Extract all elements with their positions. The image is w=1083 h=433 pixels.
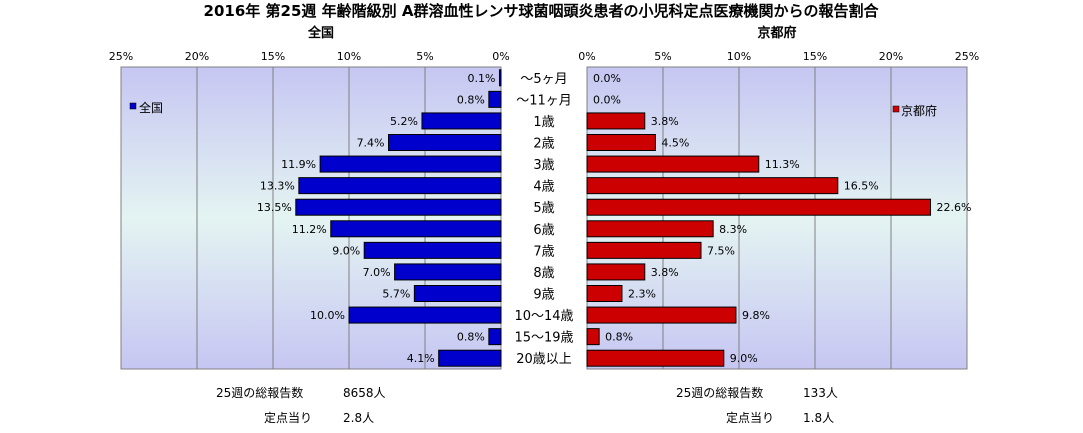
chart-title: 2016年 第25週 年齢階級別 A群溶血性レンサ球菌咽頭炎患者の小児科定点医療… (204, 2, 880, 20)
category-label: 1歳 (533, 115, 554, 130)
category-label: ～5ヶ月 (520, 72, 567, 87)
bar-national (488, 90, 502, 108)
data-label-national: 11.2% (292, 223, 327, 236)
bar-national (348, 306, 502, 324)
national-per-label: 定点当り (264, 411, 313, 425)
category-label: 4歳 (533, 180, 554, 195)
bar-kyoto (586, 198, 932, 216)
data-label-kyoto: 9.8% (742, 309, 770, 322)
data-label-national: 0.8% (457, 93, 485, 106)
x-tick-national: 5% (416, 50, 433, 63)
data-label-national: 11.9% (281, 158, 316, 171)
x-tick-kyoto: 0% (578, 50, 595, 63)
bar-kyoto (586, 112, 646, 130)
x-tick-kyoto: 15% (803, 50, 827, 63)
data-label-kyoto: 4.5% (661, 137, 689, 150)
category-label: 6歳 (533, 223, 554, 238)
x-tick-kyoto: 10% (727, 50, 751, 63)
category-label: 5歳 (533, 201, 554, 216)
category-label: 2歳 (533, 137, 554, 152)
bar-kyoto (586, 285, 623, 302)
data-label-national: 10.0% (310, 309, 345, 322)
bar-kyoto (586, 134, 656, 151)
bar-national (488, 328, 502, 346)
bar-national (319, 155, 502, 173)
bar-national (298, 177, 502, 195)
bar-kyoto (586, 155, 760, 173)
data-label-kyoto: 16.5% (844, 180, 879, 193)
category-label: 7歳 (533, 244, 554, 259)
kyoto-per-label: 定点当り (726, 411, 775, 425)
national-per-value: 2.8人 (343, 411, 375, 425)
bar-kyoto (586, 306, 737, 324)
category-label: 15～19歳 (514, 331, 573, 346)
data-label-kyoto: 9.0% (730, 352, 758, 365)
bar-kyoto (586, 349, 725, 367)
kyoto-total-value: 133人 (803, 386, 838, 400)
x-tick-kyoto: 20% (879, 50, 903, 63)
bar-national (421, 112, 502, 130)
x-tick-national: 25% (109, 50, 133, 63)
x-tick-national: 20% (185, 50, 209, 63)
data-label-kyoto: 0.8% (605, 331, 633, 344)
data-label-kyoto: 3.8% (651, 266, 679, 279)
data-label-national: 13.3% (260, 180, 295, 193)
bar-national (498, 69, 502, 87)
kyoto-per-value: 1.8人 (803, 411, 835, 425)
legend-swatch-national (129, 102, 137, 110)
data-label-national: 4.1% (407, 352, 435, 365)
data-label-national: 7.4% (357, 137, 385, 150)
data-label-national: 0.8% (457, 331, 485, 344)
data-label-national: 7.0% (363, 266, 391, 279)
category-label: ～11ヶ月 (516, 93, 572, 108)
data-label-kyoto: 2.3% (628, 288, 656, 301)
data-label-kyoto: 3.8% (651, 115, 679, 128)
data-label-kyoto: 11.3% (765, 158, 800, 171)
bar-kyoto (586, 263, 646, 281)
data-label-national: 5.7% (382, 288, 410, 301)
data-label-national: 9.0% (332, 244, 360, 257)
national-total-label: 25週の総報告数 (216, 386, 304, 400)
data-label-kyoto: 7.5% (707, 244, 735, 257)
bar-national (295, 198, 502, 216)
category-label: 10～14歳 (514, 309, 573, 324)
plot-area-national (120, 66, 502, 370)
data-label-national: 5.2% (390, 115, 418, 128)
bar-national (413, 285, 502, 302)
x-tick-national: 0% (492, 50, 509, 63)
legend-swatch-kyoto (892, 105, 900, 113)
panel-title-kyoto: 京都府 (757, 25, 796, 41)
category-label: 9歳 (533, 288, 554, 303)
x-tick-kyoto: 25% (955, 50, 979, 63)
category-label: 3歳 (533, 158, 554, 173)
data-label-kyoto: 0.0% (593, 93, 621, 106)
bar-kyoto (586, 177, 839, 195)
bar-national (363, 241, 502, 259)
category-label: 20歳以上 (516, 352, 572, 367)
national-total-value: 8658人 (343, 386, 386, 400)
legend-label-kyoto: 京都府 (901, 103, 937, 118)
data-label-kyoto: 0.0% (593, 72, 621, 85)
x-tick-national: 10% (337, 50, 361, 63)
bar-national (388, 134, 502, 151)
bar-kyoto (586, 220, 714, 238)
x-tick-national: 15% (261, 50, 285, 63)
panel-title-national: 全国 (307, 25, 334, 41)
kyoto-total-label: 25週の総報告数 (676, 386, 764, 400)
data-label-national: 0.1% (468, 72, 496, 85)
x-tick-kyoto: 5% (654, 50, 671, 63)
data-label-kyoto: 22.6% (937, 201, 972, 214)
data-label-kyoto: 8.3% (719, 223, 747, 236)
category-label: 8歳 (533, 266, 554, 281)
legend-label-national: 全国 (139, 100, 163, 115)
bar-national (438, 349, 502, 367)
bar-kyoto (586, 241, 702, 259)
data-label-national: 13.5% (257, 201, 292, 214)
bar-kyoto (586, 328, 600, 346)
bar-national (330, 220, 502, 238)
bar-national (394, 263, 502, 281)
